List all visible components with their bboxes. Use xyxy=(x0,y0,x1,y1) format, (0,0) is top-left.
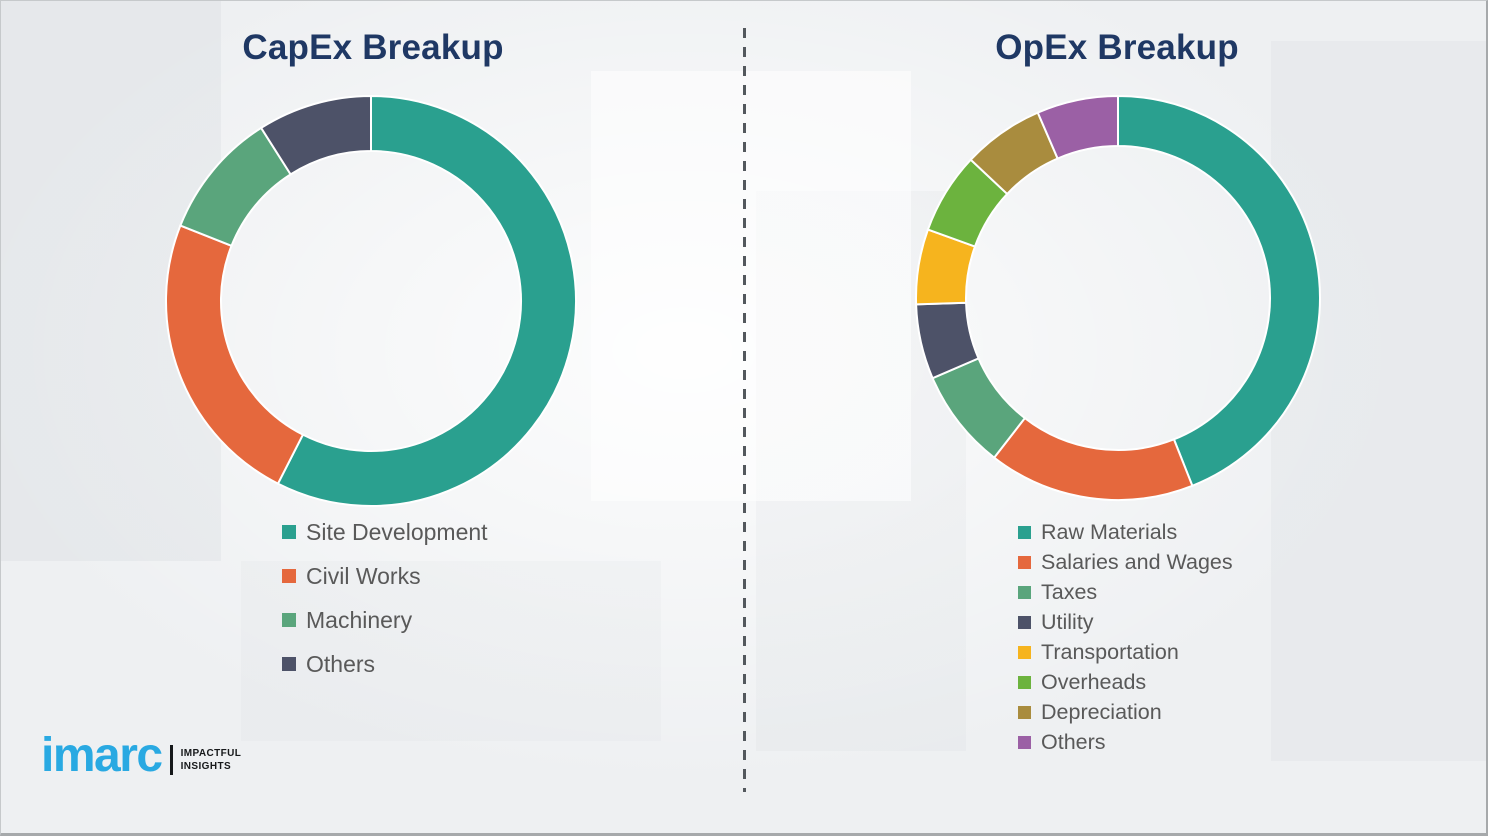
imarc-logo: imarc IMPACTFUL INSIGHTS xyxy=(41,729,242,782)
logo-divider-bar xyxy=(169,745,173,776)
opex-legend-item-overheads: Overheads xyxy=(1018,667,1233,697)
opex-legend-swatch-transportation xyxy=(1018,645,1031,659)
opex-legend-item-utility: Utility xyxy=(1018,607,1233,637)
capex-legend-item-site-development: Site Development xyxy=(282,510,488,554)
capex-title: CapEx Breakup xyxy=(242,28,504,67)
opex-legend-item-others: Others xyxy=(1018,727,1233,757)
opex-legend-item-salaries-and-wages: Salaries and Wages xyxy=(1018,547,1233,577)
opex-legend-swatch-raw-materials xyxy=(1018,525,1031,539)
opex-legend-label-depreciation: Depreciation xyxy=(1041,699,1162,724)
capex-legend-label-site-development: Site Development xyxy=(306,518,488,545)
opex-legend-item-taxes: Taxes xyxy=(1018,577,1233,607)
capex-legend-swatch-machinery xyxy=(282,613,296,627)
opex-legend-item-transportation: Transportation xyxy=(1018,637,1233,667)
opex-legend-label-salaries-and-wages: Salaries and Wages xyxy=(1041,549,1233,574)
section-divider-dashed-line xyxy=(743,28,746,792)
imarc-logo-text: imarc xyxy=(41,729,163,782)
opex-segment-raw-materials xyxy=(1117,94,1321,488)
capex-donut-chart xyxy=(165,94,577,507)
opex-legend-label-others: Others xyxy=(1041,729,1106,754)
logo-tagline: IMPACTFUL INSIGHTS xyxy=(181,747,242,773)
capex-legend-swatch-civil-works xyxy=(282,569,296,583)
opex-segment-salaries-and-wages xyxy=(992,416,1194,501)
capex-legend-item-civil-works: Civil Works xyxy=(282,554,488,598)
capex-segment-civil-works xyxy=(165,224,305,486)
opex-legend-swatch-utility xyxy=(1018,615,1031,629)
opex-legend-swatch-others xyxy=(1018,735,1031,749)
opex-title: OpEx Breakup xyxy=(995,28,1239,67)
logo-tagline-line2: INSIGHTS xyxy=(180,761,232,773)
opex-legend-label-overheads: Overheads xyxy=(1041,669,1147,694)
capex-legend-item-machinery: Machinery xyxy=(282,598,488,642)
capex-legend-label-others: Others xyxy=(306,650,376,677)
capex-legend: Site Development Civil Works Machinery Othe… xyxy=(282,510,488,686)
capex-legend-item-others: Others xyxy=(282,642,488,686)
opex-segment-others xyxy=(1036,94,1119,160)
logo-tagline-line1: IMPACTFUL xyxy=(180,748,242,760)
opex-legend-swatch-overheads xyxy=(1018,675,1031,689)
capex-segment-others xyxy=(259,94,372,176)
opex-legend-item-depreciation: Depreciation xyxy=(1018,697,1233,727)
opex-legend-swatch-depreciation xyxy=(1018,705,1031,719)
capex-legend-label-machinery: Machinery xyxy=(306,606,413,633)
opex-legend-label-taxes: Taxes xyxy=(1041,579,1098,604)
opex-legend-item-raw-materials: Raw Materials xyxy=(1018,517,1233,547)
capex-legend-label-civil-works: Civil Works xyxy=(306,562,421,589)
capex-segment-site-development xyxy=(276,94,577,507)
opex-legend-swatch-salaries-and-wages xyxy=(1018,555,1031,569)
opex-legend: Raw Materials Salaries and Wages Taxes Util… xyxy=(1018,517,1233,757)
opex-legend-label-utility: Utility xyxy=(1041,609,1094,634)
opex-legend-label-transportation: Transportation xyxy=(1041,639,1179,664)
opex-legend-label-raw-materials: Raw Materials xyxy=(1041,519,1178,544)
opex-donut-chart xyxy=(915,94,1321,501)
capex-legend-swatch-site-development xyxy=(282,525,296,539)
capex-legend-swatch-others xyxy=(282,657,296,671)
opex-legend-swatch-taxes xyxy=(1018,585,1031,599)
